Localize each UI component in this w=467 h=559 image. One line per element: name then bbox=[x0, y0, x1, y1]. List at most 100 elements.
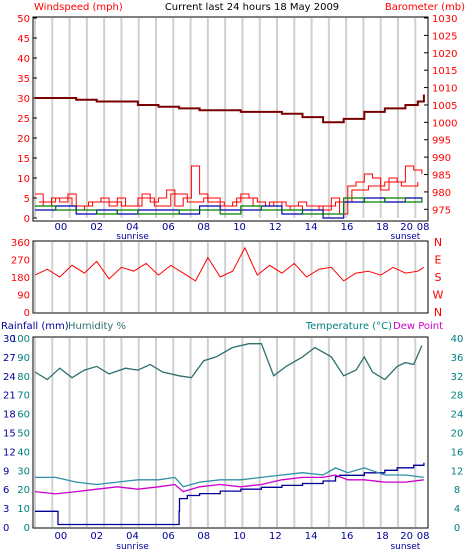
humidity-tick-label-0: 0 bbox=[24, 523, 30, 534]
climate-hour-label-10: 20 bbox=[400, 531, 413, 542]
humidity-tick-label-9: 90 bbox=[17, 353, 30, 364]
rain-tick-label-3: 9 bbox=[3, 466, 9, 477]
rain-tick-label-5: 15 bbox=[3, 429, 16, 440]
wind-tick-label-5: 25 bbox=[17, 114, 30, 125]
direction-compass-label-2: S bbox=[435, 271, 442, 284]
temp-tick-label-3: 12 bbox=[451, 466, 464, 477]
wind-tick-label-8: 40 bbox=[17, 54, 30, 65]
wind-hour-label-4: 08 bbox=[197, 222, 210, 233]
climate-hour-labels: 00 02 04 06 08 10 12 14 16 18 20 08 sunrise sunset bbox=[55, 531, 430, 552]
wind-panel: 0510152025303540455097598098599099510001… bbox=[17, 14, 457, 242]
direction-compass-label-1: W bbox=[433, 289, 444, 302]
climate-hour-label-4: 08 bbox=[197, 531, 210, 542]
climate-series bbox=[34, 343, 425, 526]
wind-hour-label-2: 04 bbox=[126, 222, 139, 233]
wind-hour-label-8: 16 bbox=[341, 222, 354, 233]
wind-grid bbox=[34, 18, 417, 218]
rain-tick-label-1: 3 bbox=[3, 504, 9, 515]
baro-tick-label-3: 990 bbox=[432, 153, 451, 164]
temp-tick-label-5: 20 bbox=[451, 429, 464, 440]
climate-sunset-label: sunset bbox=[390, 542, 420, 552]
rain-tick-label-0: 0 bbox=[3, 523, 9, 534]
wind-series-line-0 bbox=[35, 165, 423, 215]
wind-tick-label-0: 0 bbox=[24, 214, 30, 225]
wind-tick-label-10: 50 bbox=[17, 14, 30, 25]
climate-hour-label-6: 12 bbox=[269, 531, 282, 542]
wind-hour-label-11: 08 bbox=[417, 222, 430, 233]
wind-series-line-4 bbox=[35, 94, 425, 124]
baro-tick-label-1: 980 bbox=[432, 188, 451, 199]
humidity-tick-label-4: 40 bbox=[17, 447, 30, 458]
wind-hour-label-3: 06 bbox=[162, 222, 175, 233]
wind-tick-label-3: 15 bbox=[17, 154, 30, 165]
direction-series bbox=[34, 246, 425, 282]
climate-series-line-3 bbox=[34, 474, 424, 495]
wind-hour-label-10: 20 bbox=[400, 222, 413, 233]
climate-plot-area bbox=[32, 336, 429, 529]
direction-compass-label-3: E bbox=[435, 254, 442, 267]
baro-tick-label-11: 1030 bbox=[432, 14, 457, 25]
rain-tick-label-9: 27 bbox=[3, 353, 16, 364]
rainfall-axis-title: Rainfall (mm) bbox=[1, 321, 69, 332]
direction-panel: 0 N 90 W 180 S 270 E 360 N bbox=[11, 236, 444, 319]
temp-tick-label-0: 0 bbox=[454, 523, 460, 534]
wind-tick-label-7: 35 bbox=[17, 74, 30, 85]
climate-hour-label-5: 10 bbox=[233, 531, 246, 542]
wind-series-line-1 bbox=[39, 181, 419, 211]
wind-hour-label-5: 10 bbox=[233, 222, 246, 233]
rain-tick-label-4: 12 bbox=[3, 447, 16, 458]
baro-tick-label-6: 1005 bbox=[432, 101, 457, 112]
temp-tick-label-1: 4 bbox=[454, 504, 460, 515]
direction-tick-label-4: 360 bbox=[11, 238, 30, 249]
wind-hour-label-7: 14 bbox=[305, 222, 318, 233]
baro-tick-label-10: 1025 bbox=[432, 31, 457, 42]
baro-tick-label-8: 1015 bbox=[432, 66, 457, 77]
wind-hour-label-6: 12 bbox=[269, 222, 282, 233]
temperature-axis-title: Temperature (°C) bbox=[305, 321, 392, 332]
wind-tick-label-1: 5 bbox=[24, 194, 30, 205]
direction-tick-label-0: 0 bbox=[24, 308, 30, 319]
climate-hour-label-0: 00 bbox=[55, 531, 68, 542]
climate-hour-label-3: 06 bbox=[162, 531, 175, 542]
humidity-tick-label-7: 70 bbox=[17, 391, 30, 402]
baro-tick-label-2: 985 bbox=[432, 171, 451, 182]
direction-plot-area bbox=[32, 240, 429, 314]
humidity-tick-label-8: 80 bbox=[17, 372, 30, 383]
direction-series-line-0 bbox=[34, 246, 425, 282]
wind-tick-label-9: 45 bbox=[17, 34, 30, 45]
rain-tick-label-6: 18 bbox=[3, 410, 16, 421]
climate-hour-label-8: 16 bbox=[341, 531, 354, 542]
wind-tick-label-2: 10 bbox=[17, 174, 30, 185]
humidity-tick-label-1: 10 bbox=[17, 504, 30, 515]
wind-series bbox=[35, 94, 425, 219]
rain-tick-label-8: 24 bbox=[3, 372, 16, 383]
climate-hour-label-11: 08 bbox=[417, 531, 430, 542]
climate-series-line-2 bbox=[35, 467, 424, 488]
baro-tick-label-4: 995 bbox=[432, 136, 451, 147]
direction-grid bbox=[34, 242, 417, 312]
temp-tick-label-10: 40 bbox=[451, 334, 464, 345]
direction-tick-label-1: 90 bbox=[17, 291, 30, 302]
wind-tick-label-4: 20 bbox=[17, 134, 30, 145]
baro-tick-label-0: 975 bbox=[432, 205, 451, 216]
temp-tick-label-2: 8 bbox=[454, 485, 460, 496]
direction-axis-ticks: 0 N 90 W 180 S 270 E 360 N bbox=[11, 236, 444, 319]
wind-sunrise-label: sunrise bbox=[116, 232, 149, 242]
rain-tick-label-10: 30 bbox=[3, 334, 16, 345]
climate-hour-label-9: 18 bbox=[376, 531, 389, 542]
climate-axis-ticks: 0010320630940125015601870218024902710030… bbox=[3, 334, 463, 534]
temp-tick-label-7: 28 bbox=[451, 391, 464, 402]
direction-tick-label-2: 180 bbox=[11, 273, 30, 284]
climate-series-line-1 bbox=[35, 462, 425, 526]
barometer-axis-title: Barometer (mb) bbox=[385, 2, 465, 13]
wind-hour-label-0: 00 bbox=[55, 222, 68, 233]
climate-series-line-0 bbox=[34, 343, 423, 381]
windspeed-axis-title: Windspeed (mph) bbox=[34, 2, 123, 13]
climate-hour-label-1: 02 bbox=[90, 531, 103, 542]
wind-hour-label-9: 18 bbox=[376, 222, 389, 233]
wind-sunset-label: sunset bbox=[390, 232, 420, 242]
chart-title: Current last 24 hours 18 May 2009 bbox=[165, 2, 339, 13]
climate-hour-label-7: 14 bbox=[305, 531, 318, 542]
humidity-tick-label-6: 60 bbox=[17, 410, 30, 421]
